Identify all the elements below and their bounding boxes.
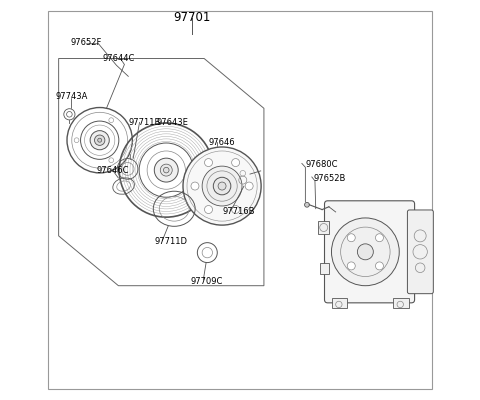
Bar [320, 262, 329, 274]
Circle shape [204, 206, 213, 214]
Text: 97643E: 97643E [156, 118, 188, 127]
Circle shape [348, 262, 355, 270]
Circle shape [202, 166, 242, 206]
Text: 97680C: 97680C [306, 160, 338, 169]
Text: 97716B: 97716B [222, 208, 254, 216]
Circle shape [183, 147, 261, 225]
Circle shape [348, 234, 355, 242]
Circle shape [218, 182, 226, 190]
Circle shape [375, 234, 384, 242]
Circle shape [204, 158, 213, 166]
Text: 97709C: 97709C [190, 277, 223, 286]
Circle shape [213, 177, 231, 195]
Circle shape [245, 182, 253, 190]
Text: 97743A: 97743A [56, 92, 88, 101]
Circle shape [98, 138, 102, 142]
Circle shape [154, 158, 178, 182]
Bar [318, 221, 329, 234]
Circle shape [358, 244, 373, 260]
Circle shape [232, 158, 240, 166]
Text: 97652F: 97652F [71, 38, 102, 47]
Text: 97646: 97646 [208, 138, 235, 147]
Circle shape [375, 262, 384, 270]
FancyBboxPatch shape [408, 210, 433, 294]
Circle shape [207, 171, 237, 201]
Text: 97646C: 97646C [96, 166, 129, 175]
Circle shape [90, 131, 109, 150]
Bar [332, 298, 347, 308]
Text: 97711D: 97711D [154, 237, 187, 246]
FancyBboxPatch shape [324, 201, 415, 303]
Circle shape [164, 167, 169, 173]
Text: 97711B: 97711B [128, 118, 161, 127]
Text: 97701: 97701 [173, 11, 211, 24]
Bar [394, 298, 408, 308]
FancyBboxPatch shape [234, 167, 251, 189]
Circle shape [160, 164, 172, 176]
Circle shape [191, 182, 199, 190]
Circle shape [305, 202, 309, 207]
Text: 97644C: 97644C [102, 54, 135, 63]
Text: 97652B: 97652B [314, 174, 346, 182]
Circle shape [95, 135, 105, 145]
Circle shape [332, 218, 399, 286]
Circle shape [232, 206, 240, 214]
